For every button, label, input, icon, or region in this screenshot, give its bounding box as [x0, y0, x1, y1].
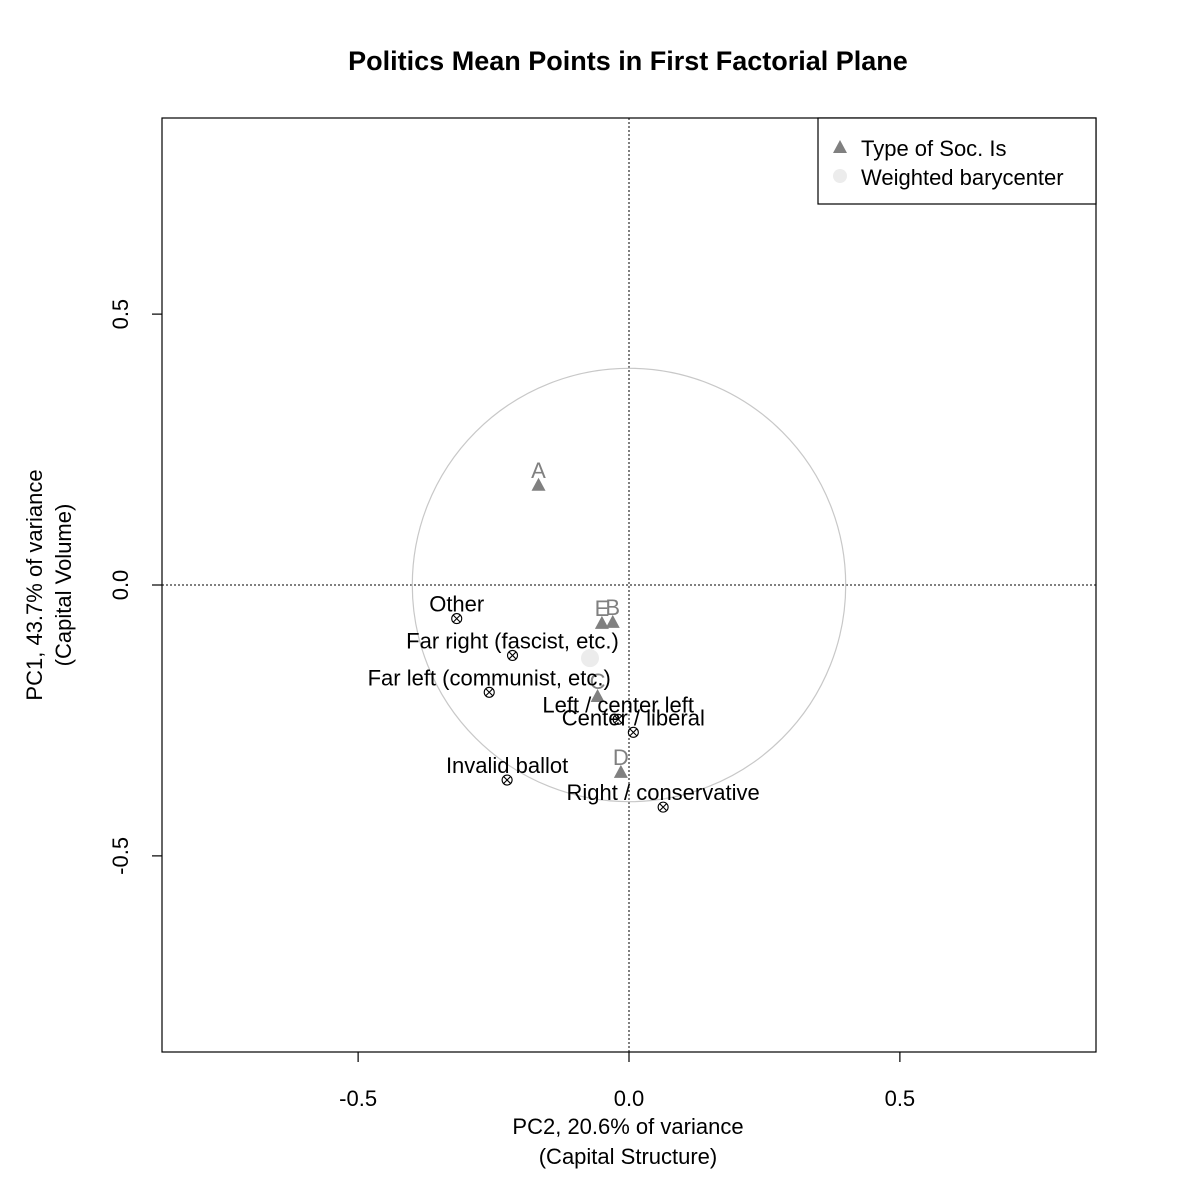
legend-entry-type-of-soc: Type of Soc. Is: [861, 136, 1007, 161]
politics-point-far-right-fascist-etc: [506, 649, 519, 661]
legend-circle-marker: [833, 169, 847, 183]
type-point-label-e: E: [595, 596, 610, 621]
politics-point-cross-b: [614, 715, 623, 724]
politics-point-right-conservative: [657, 801, 669, 813]
y-axis-label-line1: PC1, 43.7% of variance: [22, 469, 47, 700]
barycenter-point: [580, 649, 599, 668]
politics-point-label-right-conservative: Right / conservative: [567, 780, 760, 805]
type-point-label-d: D: [613, 745, 629, 770]
politics-point-left-center-left: [612, 713, 624, 725]
x-tick-label: 0.0: [614, 1086, 645, 1111]
politics-point-center-liberal: [627, 726, 639, 738]
politics-point-other: [451, 613, 463, 625]
politics-point-cross-b: [659, 803, 668, 812]
chart-title: Politics Mean Points in First Factorial …: [348, 46, 908, 76]
reference-circle: [411, 367, 847, 803]
politics-point-cross-b: [452, 614, 461, 623]
legend: Type of Soc. Is Weighted barycenter: [817, 117, 1097, 205]
legend-triangle-marker: [833, 140, 847, 153]
politics-point-label-far-right-fascist-etc: Far right (fascist, etc.): [406, 628, 619, 653]
legend-box: [817, 117, 1097, 205]
type-point-d: [613, 764, 628, 778]
y-tick-label: 0.0: [108, 570, 133, 601]
legend-entry-weighted-barycenter: Weighted barycenter: [861, 165, 1064, 190]
politics-point-far-left-communist-etc: [483, 686, 495, 698]
type-point-c: [590, 689, 605, 703]
politics-point-label-left-center-left: Left / center left: [542, 692, 694, 717]
x-axis-label-line1: PC2, 20.6% of variance: [512, 1114, 743, 1139]
x-axis-label-line2: (Capital Structure): [539, 1144, 718, 1169]
y-tick-label: -0.5: [108, 837, 133, 875]
politics-point-label-invalid-ballot: Invalid ballot: [446, 753, 568, 778]
x-tick-label: -0.5: [339, 1086, 377, 1111]
politics-point-invalid-ballot: [501, 774, 513, 786]
type-point-label-a: A: [531, 458, 546, 483]
politics-point-cross-b: [508, 651, 517, 660]
x-tick-label: 0.5: [885, 1086, 916, 1111]
y-axis: -0.5 0.0 0.5: [108, 299, 162, 875]
politics-point-cross-b: [629, 728, 638, 737]
politics-point-label-center-liberal: Center / liberal: [562, 705, 705, 730]
y-axis-label-line2: (Capital Volume): [51, 504, 76, 667]
type-point-a: [531, 477, 546, 491]
politics-point-cross-b: [485, 688, 494, 697]
y-tick-label: 0.5: [108, 299, 133, 330]
plot-area: A EB C D Other Far right (fascist, etc.) Far l…: [162, 118, 1096, 1052]
politics-point-label-other: Other: [429, 592, 484, 617]
type-point-b: [605, 614, 620, 628]
type-point-label-c: C: [590, 669, 606, 694]
x-axis: -0.5 0.0 0.5: [339, 1052, 915, 1111]
politics-point-label-far-left-communist-etc: Far left (communist, etc.): [368, 665, 611, 690]
type-point-e: [594, 615, 609, 629]
politics-point-cross-b: [503, 776, 511, 784]
type-point-label-b: B: [605, 595, 620, 620]
